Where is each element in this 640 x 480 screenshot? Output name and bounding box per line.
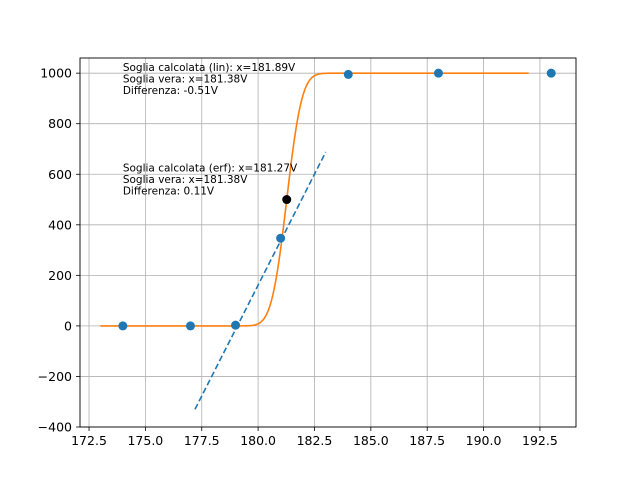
x-tick-label: 190.0 [466,433,502,448]
annotation-layer: Soglia calcolata (lin): x=181.89VSoglia … [123,62,298,198]
data-point [546,68,556,78]
data-point [231,320,241,330]
axes-layer: 172.5 175.0 177.5 180.0 182.5 185.0 187.5 190.0… [38,57,577,448]
x-tick-label: 187.5 [409,433,445,448]
data-point [185,321,195,331]
y-tick-label: 800 [48,116,72,131]
plot-frame [79,57,577,428]
annotation-line: Soglia calcolata (lin): x=181.89V [123,62,296,74]
data-point [433,68,443,78]
x-tick-label: 177.5 [184,433,220,448]
y-tick-label: 200 [48,268,72,283]
y-tick-label: −400 [38,420,72,435]
grid-layer [80,58,576,428]
linear-fit-line [194,151,327,410]
data-point [343,69,353,79]
threshold-point [282,195,292,205]
annotation-line: Soglia vera: x=181.38V [123,74,248,86]
x-tick-label: 185.0 [353,433,389,448]
data-point [276,233,286,243]
y-tick-label: 600 [48,167,72,182]
y-tick-label: −200 [38,369,72,384]
x-tick-label: 180.0 [240,433,276,448]
x-tick-label: 175.0 [127,433,163,448]
y-tick-label: 1000 [40,66,72,81]
annotation-line: Differenza: -0.51V [123,85,219,97]
annotation-line: Soglia calcolata (erf): x=181.27V [123,163,298,175]
series-layer [100,68,556,410]
erf-fit-line [100,72,529,327]
y-tick-label: 0 [64,318,72,333]
annotation-line: Soglia vera: x=181.38V [123,174,248,186]
x-tick-label: 192.5 [522,433,558,448]
y-tick-label: 400 [48,217,72,232]
x-tick-label: 182.5 [297,433,333,448]
x-tick-label: 172.5 [71,433,107,448]
data-point [118,321,128,331]
annotation-line: Differenza: 0.11V [123,186,215,198]
